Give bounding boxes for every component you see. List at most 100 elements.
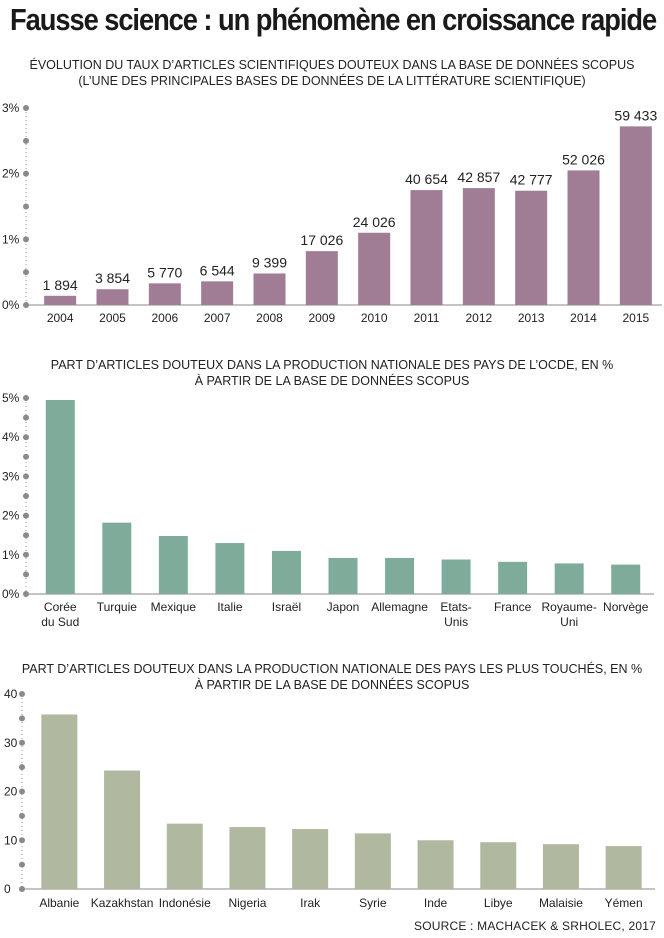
- chart-1-bar: [201, 281, 234, 305]
- chart-3-category-label: Kazakhstan: [91, 896, 154, 910]
- chart-1-y-tick-label: 2%: [2, 167, 20, 181]
- chart-2-category-label: Japon: [327, 600, 360, 614]
- chart-2-category-label: Uni: [560, 615, 578, 629]
- chart-1-category-label: 2011: [414, 311, 440, 325]
- chart-3-category-label: Malaisie: [539, 896, 583, 910]
- chart-3-category-label: Yémen: [605, 896, 643, 910]
- chart-3-bar: [104, 770, 141, 889]
- chart-2-axis-dot: [23, 532, 29, 539]
- chart-3-bar: [292, 829, 329, 889]
- chart-2-axis-dot: [23, 591, 29, 597]
- chart-2-category-label: Italie: [217, 600, 243, 614]
- chart-1-y-tick-label: 1%: [2, 232, 20, 246]
- chart-2-category-label: Allemagne: [371, 600, 428, 614]
- chart-2-y-tick-label: 2%: [2, 509, 20, 523]
- chart-2-axis-dot: [23, 434, 29, 441]
- chart-1-data-label: 42 857: [457, 169, 500, 185]
- chart-2-category-label: Corée: [44, 600, 77, 614]
- chart-1-bar: [96, 289, 129, 305]
- chart-1-category-label: 2005: [99, 311, 126, 325]
- chart-1-bar: [253, 273, 286, 305]
- chart-2-y-tick-label: 5%: [2, 391, 20, 405]
- chart-2-y-tick-label: 1%: [2, 548, 20, 562]
- chart-1-bar: [305, 251, 338, 305]
- chart-3-axis-dot: [19, 715, 25, 722]
- chart-3-y-tick-label: 20: [4, 785, 18, 799]
- chart-1-data-label: 17 026: [300, 232, 343, 248]
- chart-3-axis-dot: [19, 812, 25, 819]
- chart-1-bar: [44, 295, 77, 305]
- chart-1-category-label: 2004: [47, 311, 74, 325]
- chart-3-bar: [354, 833, 391, 889]
- chart-3-axis-dot: [19, 739, 25, 746]
- chart-2-subtitle-line-2: À PARTIR DE LA BASE DE DONNÉES SCOPUS: [194, 374, 470, 388]
- chart-1-category-label: 2006: [151, 311, 178, 325]
- chart-1-axis-dot: [23, 302, 29, 308]
- chart-1-subtitle: ÉVOLUTION DU TAUX D’ARTICLES SCIENTIFIQU…: [0, 57, 664, 89]
- chart-2-axis-dot: [23, 414, 29, 421]
- chart-2-axis-dot: [23, 493, 29, 499]
- chart-1-category-label: 2009: [308, 311, 335, 325]
- chart-1-category-label: 2014: [570, 311, 597, 325]
- chart-1-category-label: 2015: [622, 311, 649, 325]
- chart-3-category-label: Syrie: [359, 896, 387, 910]
- chart-1-axis-dot: [23, 203, 29, 210]
- chart-2-category-label: du Sud: [41, 615, 79, 629]
- chart-3-y-tick-label: 10: [4, 833, 18, 847]
- chart-3-subtitle-line-2: À PARTIR DE LA BASE DE DONNÉES SCOPUS: [194, 678, 470, 692]
- chart-2-bar: [328, 557, 358, 594]
- chart-1-bar: [619, 126, 652, 306]
- chart-1-data-label: 40 654: [405, 171, 448, 187]
- chart-1-y-tick-label: 3%: [2, 101, 20, 115]
- chart-3-category-label: Indonésie: [159, 896, 211, 910]
- chart-1-data-label: 6 544: [200, 262, 235, 278]
- chart-2-axis-dot: [23, 571, 29, 578]
- chart-3-bar: [41, 714, 78, 889]
- source-credit: SOURCE : MACHACEK & SRHOLEC, 2017: [413, 919, 656, 933]
- chart-2-axis-dot: [23, 453, 29, 460]
- chart-2-bar: [215, 543, 245, 594]
- chart-1-data-label: 1 894: [43, 277, 78, 293]
- chart-3-subtitle-line-1: PART D’ARTICLES DOUTEUX DANS LA PRODUCTI…: [21, 662, 643, 676]
- chart-1-y-tick-label: 0%: [2, 298, 20, 312]
- chart-3-category-label: Irak: [300, 896, 321, 910]
- chart-2-bar: [45, 399, 75, 594]
- chart-1-bar: [462, 188, 495, 305]
- chart-1-data-label: 59 433: [614, 107, 657, 123]
- chart-1-data-label: 42 777: [510, 172, 553, 188]
- chart-3-y-tick-label: 30: [4, 736, 18, 750]
- chart-3-bar: [229, 827, 266, 889]
- chart-1-category-label: 2008: [256, 311, 283, 325]
- chart-1-axis-dot: [23, 105, 29, 111]
- chart-3-axis-dot: [19, 861, 25, 868]
- chart-2-bar: [554, 563, 584, 594]
- chart-1-bar: [358, 232, 391, 305]
- chart-3-bar: [480, 842, 517, 889]
- chart-1-subtitle-line-2: (L’UNE DES PRINCIPALES BASES DE DONNÉES …: [78, 74, 586, 88]
- chart-1-category-label: 2012: [465, 311, 492, 325]
- chart-2-category-label: Turquie: [97, 600, 138, 614]
- chart-3-subtitle: PART D’ARTICLES DOUTEUX DANS LA PRODUCTI…: [0, 661, 664, 693]
- chart-2-subtitle: PART D’ARTICLES DOUTEUX DANS LA PRODUCTI…: [0, 357, 664, 389]
- chart-1-axis-dot: [23, 170, 29, 177]
- chart-2-category-label: Unis: [444, 615, 468, 629]
- chart-2-category-label: Etats-: [440, 600, 471, 614]
- chart-2-axis-dot: [23, 551, 29, 558]
- chart-2-category-label: Norvège: [603, 600, 649, 614]
- chart-2-bar: [611, 564, 641, 594]
- chart-3-axis-dot: [19, 886, 25, 892]
- chart-2-category-label: Mexique: [151, 600, 197, 614]
- chart-2-bar: [102, 522, 132, 594]
- chart-2-y-tick-label: 0%: [2, 587, 20, 601]
- chart-1-subtitle-line-1: ÉVOLUTION DU TAUX D’ARTICLES SCIENTIFIQU…: [29, 58, 635, 72]
- chart-1-data-label: 3 854: [95, 270, 130, 286]
- chart-2-y-tick-label: 4%: [2, 430, 20, 444]
- chart-3-y-tick-label: 0: [4, 882, 11, 896]
- chart-1-data-label: 9 399: [252, 254, 287, 270]
- chart-1-axis-dot: [23, 137, 29, 144]
- chart-2-category-label: Royaume-: [542, 600, 597, 614]
- chart-3-axis-dot: [19, 764, 25, 771]
- chart-2-bar: [441, 559, 471, 594]
